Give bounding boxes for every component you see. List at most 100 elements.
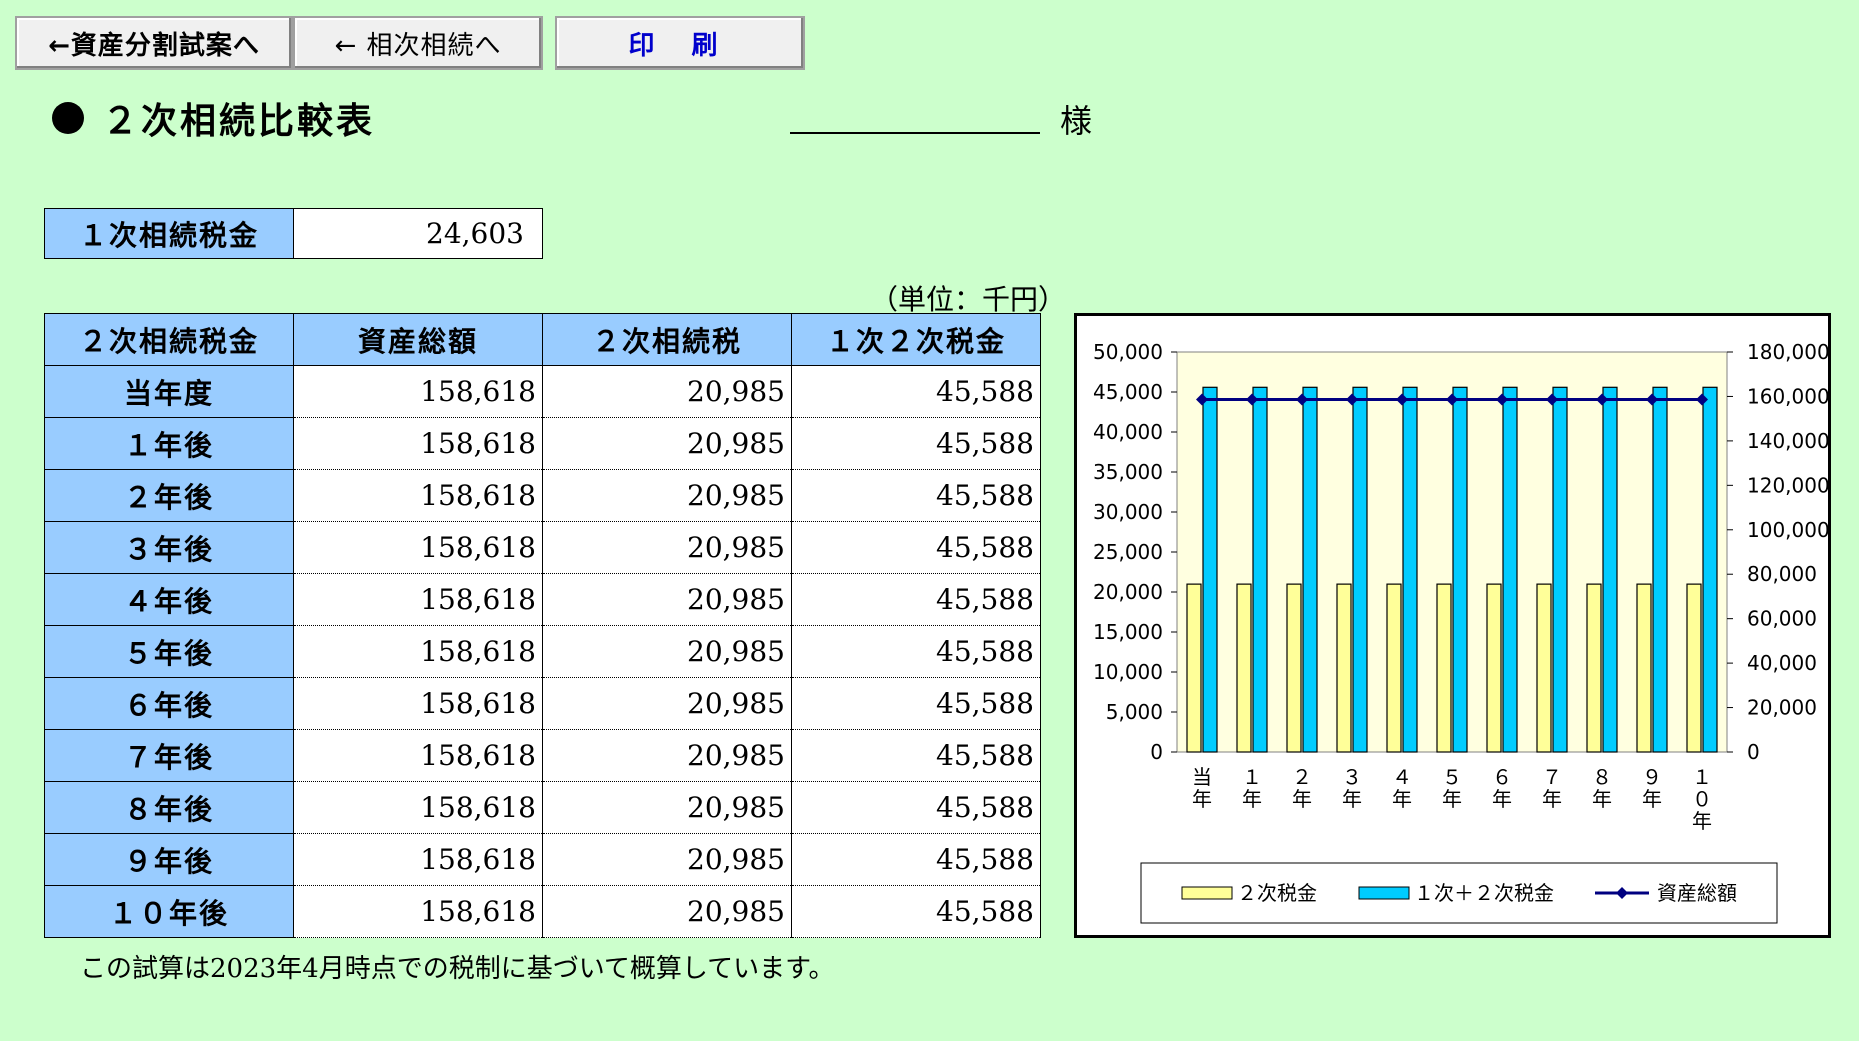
right-tick-label: 160,000 [1747,384,1828,408]
table-row: ２年後 158,618 20,985 45,588 [44,469,1041,522]
assets-marker [1396,393,1408,406]
assets-cell: 158,618 [293,469,543,522]
assets-cell: 158,618 [293,677,543,730]
assets-cell: 158,618 [293,729,543,782]
second-tax-cell: 20,985 [542,625,792,678]
left-tick-label: 20,000 [1093,580,1163,604]
bar-second-tax [1686,583,1702,753]
assets-marker [1696,393,1708,406]
first-tax-label: １次相続税金 [44,208,294,259]
bar-total-tax [1602,386,1618,753]
total-tax-cell: 45,588 [791,625,1041,678]
second-tax-cell: 20,985 [542,781,792,834]
bar-second-tax [1286,583,1302,753]
assets-marker [1296,393,1308,406]
category-label: １年 [1242,765,1262,811]
table-row: ５年後 158,618 20,985 45,588 [44,625,1041,678]
assets-marker [1646,393,1658,406]
total-tax-cell: 45,588 [791,781,1041,834]
column-header: 資産総額 [293,313,543,366]
category-label: ６年 [1492,765,1512,811]
row-label: ６年後 [44,677,294,730]
table-row: １年後 158,618 20,985 45,588 [44,417,1041,470]
right-tick-label: 80,000 [1747,562,1817,586]
category-label: ２年 [1292,765,1312,811]
assets-marker [1196,393,1208,406]
left-tick-label: 40,000 [1093,420,1163,444]
left-tick-label: 10,000 [1093,660,1163,684]
bar-total-tax [1552,386,1568,753]
assets-marker [1596,393,1608,406]
bar-total-tax [1652,386,1668,753]
category-label: ４年 [1392,765,1412,811]
bar-second-tax [1486,583,1502,753]
assets-cell: 158,618 [293,365,543,418]
first-tax-value: 24,603 [293,208,543,259]
category-label: ９年 [1642,765,1662,811]
second-tax-cell: 20,985 [542,885,792,938]
bullet-icon [52,102,84,134]
right-tick-label: 60,000 [1747,607,1817,631]
total-tax-cell: 45,588 [791,573,1041,626]
assets-marker [1496,393,1508,406]
right-tick-label: 180,000 [1747,340,1828,364]
legend-label-second-tax: ２次税金 [1237,881,1317,905]
print-button[interactable]: 印 刷 [555,16,805,70]
left-tick-label: 5,000 [1106,700,1163,724]
row-label: ３年後 [44,521,294,574]
client-name-line [790,132,1040,134]
row-label: ４年後 [44,573,294,626]
plot-area [1176,351,1728,753]
to-successive-inheritance-button[interactable]: ← 相次相続へ [293,16,543,70]
left-tick-label: 35,000 [1093,460,1163,484]
page-title: ２次相続比較表 [52,92,375,144]
first-tax-table: １次相続税金 24,603 [44,208,543,259]
legend-box [1140,862,1778,924]
assets-marker [1346,393,1358,406]
total-tax-cell: 45,588 [791,469,1041,522]
bar-total-tax [1252,386,1268,753]
total-tax-cell: 45,588 [791,833,1041,886]
bar-total-tax [1352,386,1368,753]
category-label: ７年 [1542,765,1562,811]
category-label: ５年 [1442,765,1462,811]
total-tax-cell: 45,588 [791,365,1041,418]
assets-cell: 158,618 [293,573,543,626]
right-tick-label: 120,000 [1747,473,1828,497]
bar-total-tax [1502,386,1518,753]
left-tick-label: 45,000 [1093,380,1163,404]
left-tick-label: 0 [1150,740,1163,764]
category-label: １０年 [1692,765,1712,833]
legend-label-total-tax: １次＋２次税金 [1414,881,1554,905]
total-tax-cell: 45,588 [791,885,1041,938]
total-tax-cell: 45,588 [791,729,1041,782]
category-label: ３年 [1342,765,1362,811]
row-label: ５年後 [44,625,294,678]
legend-swatch-total-tax [1358,886,1410,900]
legend-marker-assets [1616,887,1628,899]
left-tick-label: 15,000 [1093,620,1163,644]
disclaimer-note: この試算は2023年4月時点での税制に基づいて概算しています。 [80,954,835,984]
chart-svg: 0 5,000 10,000 15,000 20,000 25,000 30,000 35,0… [1093,340,1828,924]
table-row: ６年後 158,618 20,985 45,588 [44,677,1041,730]
assets-cell: 158,618 [293,781,543,834]
second-tax-cell: 20,985 [542,677,792,730]
to-asset-division-button[interactable]: ←資産分割試案へ [15,16,293,70]
bar-second-tax [1636,583,1652,753]
bar-total-tax [1452,386,1468,753]
row-label: ７年後 [44,729,294,782]
second-tax-cell: 20,985 [542,521,792,574]
second-tax-cell: 20,985 [542,573,792,626]
total-tax-cell: 45,588 [791,417,1041,470]
second-tax-cell: 20,985 [542,729,792,782]
unit-label: （単位：千円） [870,283,1067,316]
right-tick-label: 140,000 [1747,429,1828,453]
right-tick-label: 100,000 [1747,518,1828,542]
left-tick-label: 25,000 [1093,540,1163,564]
right-tick-label: 40,000 [1747,651,1817,675]
assets-cell: 158,618 [293,625,543,678]
row-label: １０年後 [44,885,294,938]
table-row: 当年度 158,618 20,985 45,588 [44,365,1041,418]
total-tax-cell: 45,588 [791,521,1041,574]
bar-total-tax [1202,386,1218,753]
